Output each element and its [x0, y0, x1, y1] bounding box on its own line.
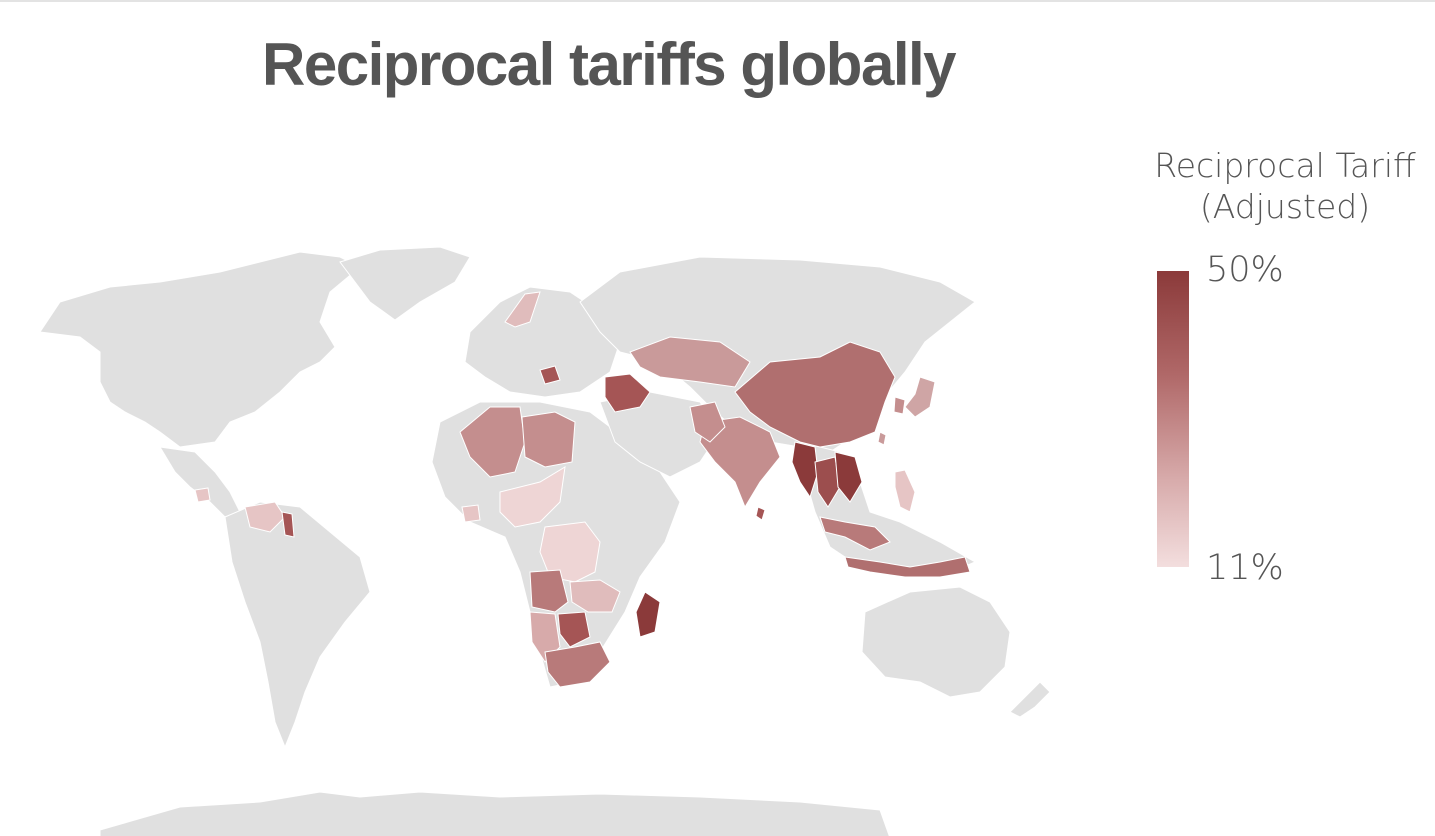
- country-syria-iraq: [604, 373, 651, 413]
- country-madagascar: [635, 591, 661, 638]
- middle-east: [599, 391, 721, 478]
- legend-title-line2: (Adjusted): [1199, 187, 1371, 226]
- country-south-africa: [544, 641, 611, 688]
- country-angola: [529, 569, 569, 613]
- country-india: [699, 416, 781, 509]
- country-indonesia: [844, 556, 971, 578]
- country-taiwan: [877, 431, 887, 446]
- central-america: [159, 446, 241, 518]
- country-vietnam-laos-cambodia: [834, 451, 863, 503]
- country-myanmar: [791, 441, 819, 499]
- country-sri-lanka: [755, 506, 766, 521]
- legend-min-label: 11%: [1206, 548, 1284, 588]
- country-venezuela: [244, 501, 286, 533]
- greenland: [339, 246, 471, 321]
- country-thailand: [814, 456, 841, 508]
- europe: [464, 286, 621, 398]
- country-algeria: [459, 406, 526, 478]
- legend-title-line1: Reciprocal Tariff: [1154, 146, 1416, 185]
- country-libya: [521, 411, 576, 468]
- tariff-countries: [194, 291, 971, 688]
- antarctica: [99, 791, 890, 836]
- country-philippines: [894, 469, 916, 513]
- country-nicaragua: [194, 487, 211, 503]
- country-norway-sweden: [504, 291, 541, 328]
- country-guyana: [281, 511, 295, 538]
- map-title: Reciprocal tariffs globally: [262, 31, 957, 98]
- legend-max-label: 50%: [1206, 250, 1284, 290]
- legend-title: Reciprocal Tariff (Adjusted): [1125, 145, 1435, 227]
- australia: [861, 586, 1011, 698]
- country-china: [734, 341, 896, 448]
- south-america: [224, 501, 371, 749]
- country-zambia-zimbabwe: [569, 579, 621, 613]
- country-south-korea: [893, 396, 906, 415]
- country-japan: [904, 376, 936, 418]
- country-nigeria-chad: [499, 466, 566, 528]
- country-botswana: [557, 611, 591, 648]
- new-zealand: [1009, 681, 1051, 718]
- country-pakistan: [689, 401, 726, 443]
- country-malaysia: [819, 516, 891, 551]
- country-kazakhstan: [629, 336, 751, 388]
- legend-color-scale: [1157, 271, 1189, 567]
- north-america: [39, 251, 361, 448]
- country-ivory-coast: [461, 504, 481, 523]
- country-drc: [539, 521, 601, 583]
- country-serbia-bosnia: [539, 365, 561, 385]
